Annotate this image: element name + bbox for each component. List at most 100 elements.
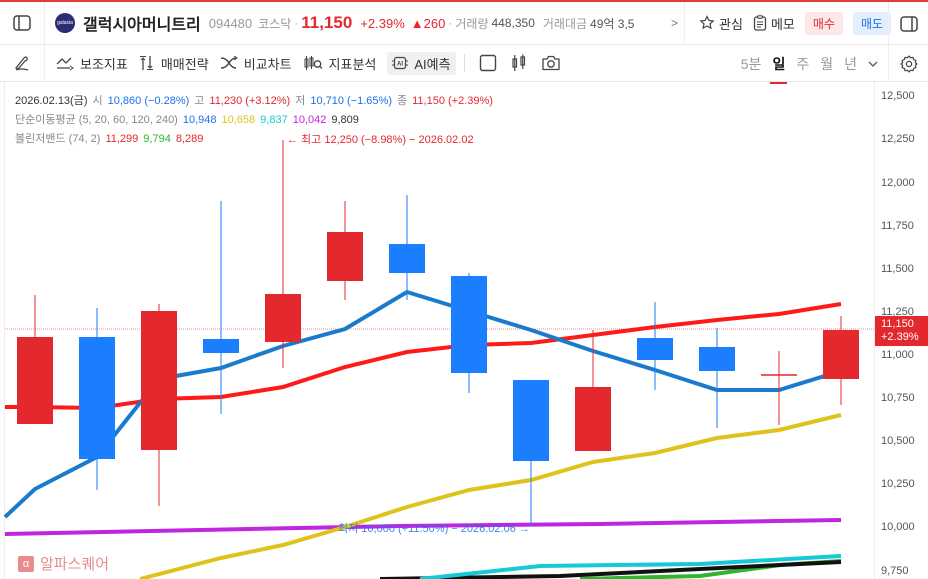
sma-row[interactable]: 단순이동평균 (5, 20, 60, 120, 240) 10,948 10,6… — [15, 111, 493, 130]
period-year[interactable]: 년 — [844, 55, 857, 72]
y-tick: 10,000 — [881, 521, 915, 533]
change-percent: +2.39% — [360, 15, 405, 31]
trading-strategy-button[interactable]: 매매전략 — [139, 54, 209, 73]
screenshot-button[interactable] — [541, 55, 561, 71]
sma60-value: 9,837 — [260, 114, 288, 126]
chevron-down-icon[interactable] — [868, 60, 878, 68]
low-label: 저 — [295, 95, 306, 107]
current-price-tag: 11,150 +2.39% — [875, 316, 928, 346]
pen-icon — [14, 56, 29, 71]
stock-header: galaxia 갤럭시아머니트리 094480 코스닥 · 11,150 +2.… — [0, 1, 928, 45]
bollinger-label: 볼린저밴드 (74, 2) — [15, 133, 101, 145]
company-logo: galaxia — [55, 13, 75, 33]
candle-search-icon — [304, 56, 322, 70]
trading-strategy-label: 매매전략 — [160, 56, 209, 72]
chart-type-button[interactable] — [511, 54, 527, 72]
y-tick: 11,000 — [881, 349, 914, 361]
y-tick: 9,750 — [881, 565, 909, 577]
sidebar-right-icon — [899, 15, 918, 32]
shuffle-icon — [220, 56, 238, 69]
candles — [17, 140, 859, 526]
memo-label: 메모 — [770, 16, 795, 32]
legend-date: 2026.02.13(금) — [15, 95, 88, 107]
toggle-left-panel-button[interactable] — [0, 1, 45, 45]
sma240-line — [379, 560, 842, 579]
y-tick: 12,000 — [881, 177, 915, 189]
y-tick: 11,250 — [881, 306, 914, 318]
period-selector: 5분 일 주 월 년 — [740, 45, 878, 84]
price-tag-pct: +2.39% — [881, 331, 919, 343]
open-value: 10,860 (−0.28%) — [107, 95, 190, 107]
low-value: 10,710 (−1.65%) — [310, 95, 392, 107]
stock-info: galaxia 갤럭시아머니트리 094480 코스닥 · 11,150 +2.… — [45, 2, 665, 45]
high-annotation: ← 최고 12,250 (−8.98%) − 2026.02.02 — [287, 134, 474, 146]
price-axis[interactable]: 12,500 12,250 12,000 11,750 11,500 11,25… — [874, 82, 928, 579]
memo-button[interactable]: 메모 — [753, 14, 795, 33]
period-5min[interactable]: 5분 — [740, 55, 762, 72]
open-label: 시 — [92, 95, 103, 107]
indicator-analysis-button[interactable]: 지표분석 — [303, 54, 377, 73]
y-tick: 10,250 — [881, 478, 915, 490]
separator: · — [448, 16, 453, 30]
memo-icon — [753, 15, 767, 31]
volume-value: 448,350 — [491, 16, 535, 30]
chart-area-toggle-button[interactable] — [479, 54, 497, 72]
indicator-analysis-label: 지표분석 — [328, 56, 377, 72]
bb-lower-value: 8,289 — [175, 133, 204, 145]
star-plus-icon — [699, 15, 715, 30]
current-price: 11,150 — [301, 13, 353, 32]
y-tick: 11,500 — [881, 263, 914, 275]
watchlist-button[interactable]: 관심 — [699, 14, 743, 33]
stock-name[interactable]: 갤럭시아머니트리 — [83, 17, 201, 34]
sma120-value: 10,042 — [292, 114, 327, 126]
amount-label: 거래대금 — [542, 16, 588, 31]
sma20-value: 10,658 — [221, 114, 256, 126]
sma60-line — [419, 554, 842, 579]
square-icon — [479, 54, 496, 72]
toggle-right-panel-button[interactable] — [888, 2, 928, 45]
period-day[interactable]: 일 — [770, 55, 788, 84]
indicator-icon — [56, 57, 74, 70]
volume-label: 거래량 — [455, 16, 489, 31]
close-value: 11,150 (+2.39%) — [412, 95, 493, 107]
chart-left-border — [4, 82, 5, 579]
period-week[interactable]: 주 — [796, 55, 810, 72]
top-accent-line — [0, 0, 928, 2]
header-actions: 관심 메모 매수 매도 — [685, 2, 892, 45]
period-month[interactable]: 월 — [820, 55, 834, 72]
y-tick: 12,500 — [881, 90, 915, 102]
sma5-line — [3, 289, 856, 519]
change-absolute: ▲260 — [410, 15, 446, 31]
ai-forecast-label: AI예측 — [414, 56, 451, 72]
sma-label: 단순이동평균 (5, 20, 60, 120, 240) — [15, 114, 178, 126]
bb-upper-value: 11,299 — [105, 133, 139, 145]
indicator-button[interactable]: 보조지표 — [56, 54, 128, 73]
y-tick: 10,500 — [881, 435, 915, 447]
more-info-button[interactable]: > — [665, 1, 686, 45]
sell-button[interactable]: 매도 — [852, 11, 892, 35]
bollinger-row[interactable]: 볼린저밴드 (74, 2) 11,299 9,794 8,289 — [15, 130, 493, 149]
y-tick: 12,250 — [881, 133, 915, 145]
y-tick: 10,750 — [881, 392, 915, 404]
ai-chip-icon: AI — [392, 56, 409, 70]
chart-toolbar: 보조지표 매매전략 비교차트 지표분석 AI AI예측 5분 일 주 월 년 — [0, 44, 928, 84]
stock-code: 094480 — [208, 15, 253, 31]
amount-value: 49억 3,5 — [590, 16, 635, 31]
chart-settings-button[interactable] — [888, 45, 928, 82]
up-down-arrows-icon — [139, 56, 153, 70]
toolbar-divider — [463, 54, 465, 72]
buy-button[interactable]: 매수 — [804, 11, 843, 35]
bb-mid-value: 9,794 — [143, 133, 171, 145]
candlestick-icon — [511, 54, 525, 71]
ai-forecast-button[interactable]: AI AI예측 — [387, 51, 456, 75]
drawing-tool-button[interactable] — [0, 44, 45, 82]
gear-icon — [899, 54, 918, 73]
alphasquare-logo-icon: α — [18, 555, 34, 572]
sma20-line — [139, 413, 842, 579]
chart-legend: 2026.02.13(금) 시 10,860 (−0.28%) 고 11,230… — [15, 92, 493, 149]
compare-chart-button[interactable]: 비교차트 — [220, 54, 292, 73]
y-tick: 11,750 — [881, 220, 914, 232]
ohlc-row: 2026.02.13(금) 시 10,860 (−0.28%) 고 11,230… — [15, 92, 493, 111]
indicator-label: 보조지표 — [80, 56, 128, 72]
price-chart[interactable] — [0, 82, 928, 579]
